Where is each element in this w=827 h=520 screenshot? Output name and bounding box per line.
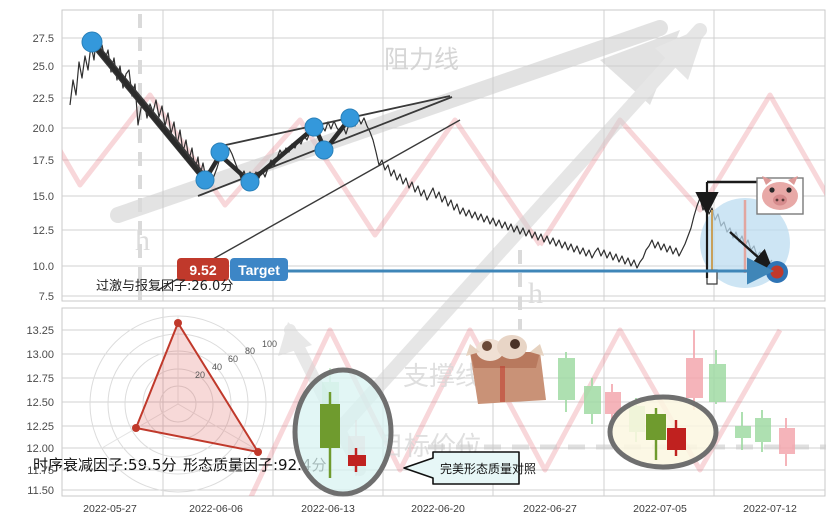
svg-text:20.0: 20.0 (33, 123, 54, 135)
svg-text:2022-07-12: 2022-07-12 (743, 503, 797, 515)
pattern-pivot-markers (81, 31, 360, 192)
price-badge[interactable]: 9.52 (177, 258, 229, 281)
svg-text:11.50: 11.50 (27, 485, 54, 497)
x-axis-ticks: 2022-05-27 2022-06-06 2022-06-13 2022-06… (83, 503, 797, 515)
svg-text:2022-06-06: 2022-06-06 (189, 503, 243, 515)
watermark-resistance: 阻力线 (384, 45, 459, 74)
svg-text:7.5: 7.5 (39, 291, 54, 303)
watermark-h-right: h (528, 277, 543, 310)
price-line (69, 39, 773, 269)
svg-text:22.5: 22.5 (33, 93, 54, 105)
radar-tick-40: 40 (212, 362, 222, 372)
svg-text:2022-06-13: 2022-06-13 (301, 503, 355, 515)
svg-text:12.50: 12.50 (26, 397, 54, 409)
radar-tick-80: 80 (245, 346, 255, 356)
price-badge-label: 9.52 (189, 262, 216, 278)
radar-polygon (134, 320, 261, 454)
sticker-pig-face[interactable] (756, 176, 804, 215)
radar-tick-100: 100 (262, 339, 277, 349)
svg-text:2022-07-05: 2022-07-05 (633, 503, 687, 515)
svg-text:10.0: 10.0 (33, 261, 54, 273)
svg-text:15.0: 15.0 (33, 191, 54, 203)
svg-text:25.0: 25.0 (33, 61, 54, 73)
svg-text:12.5: 12.5 (33, 225, 54, 237)
perfect-pattern-callout: 完美形态质量对照 (403, 451, 536, 485)
highlight-candles-overlay (320, 392, 686, 478)
factor-decay-label: 时序衰减因子:59.5分 (33, 456, 176, 474)
svg-text:11.75: 11.75 (27, 465, 54, 477)
svg-text:12.75: 12.75 (26, 373, 54, 385)
factor-overreaction-label: 过激与报复因子:26.0分 (96, 279, 233, 294)
vertical-dashed-guides (138, 14, 522, 330)
svg-text:12.00: 12.00 (26, 443, 54, 455)
svg-text:13.00: 13.00 (26, 349, 54, 361)
target-badge[interactable]: Target (230, 258, 288, 281)
pattern-ellipse-left (292, 367, 394, 497)
price-panel-y-axis: 27.5 25.0 22.5 20.0 17.5 15.0 12.5 10.0 … (33, 33, 54, 303)
radar-tick-60: 60 (228, 354, 238, 364)
svg-text:27.5: 27.5 (33, 33, 54, 45)
svg-text:2022-05-27: 2022-05-27 (83, 503, 137, 515)
factor-radar-chart: 20 40 60 80 100 (89, 315, 277, 493)
svg-text:12.25: 12.25 (26, 421, 54, 433)
svg-text:13.25: 13.25 (26, 325, 54, 337)
svg-text:17.5: 17.5 (33, 155, 54, 167)
svg-text:2022-06-20: 2022-06-20 (411, 503, 465, 515)
volume-panel-y-axis: 13.25 13.00 12.75 12.50 12.25 12.00 11.7… (26, 325, 54, 497)
svg-text:2022-06-27: 2022-06-27 (523, 503, 577, 515)
target-badge-label: Target (238, 262, 280, 278)
radar-tick-20: 20 (195, 370, 205, 380)
sticker-box-dogs (466, 335, 546, 404)
watermark-h-left: h (135, 224, 150, 257)
perfect-pattern-callout-label: 完美形态质量对照 (440, 461, 536, 476)
watermark-support: 支撑线 (403, 362, 481, 392)
